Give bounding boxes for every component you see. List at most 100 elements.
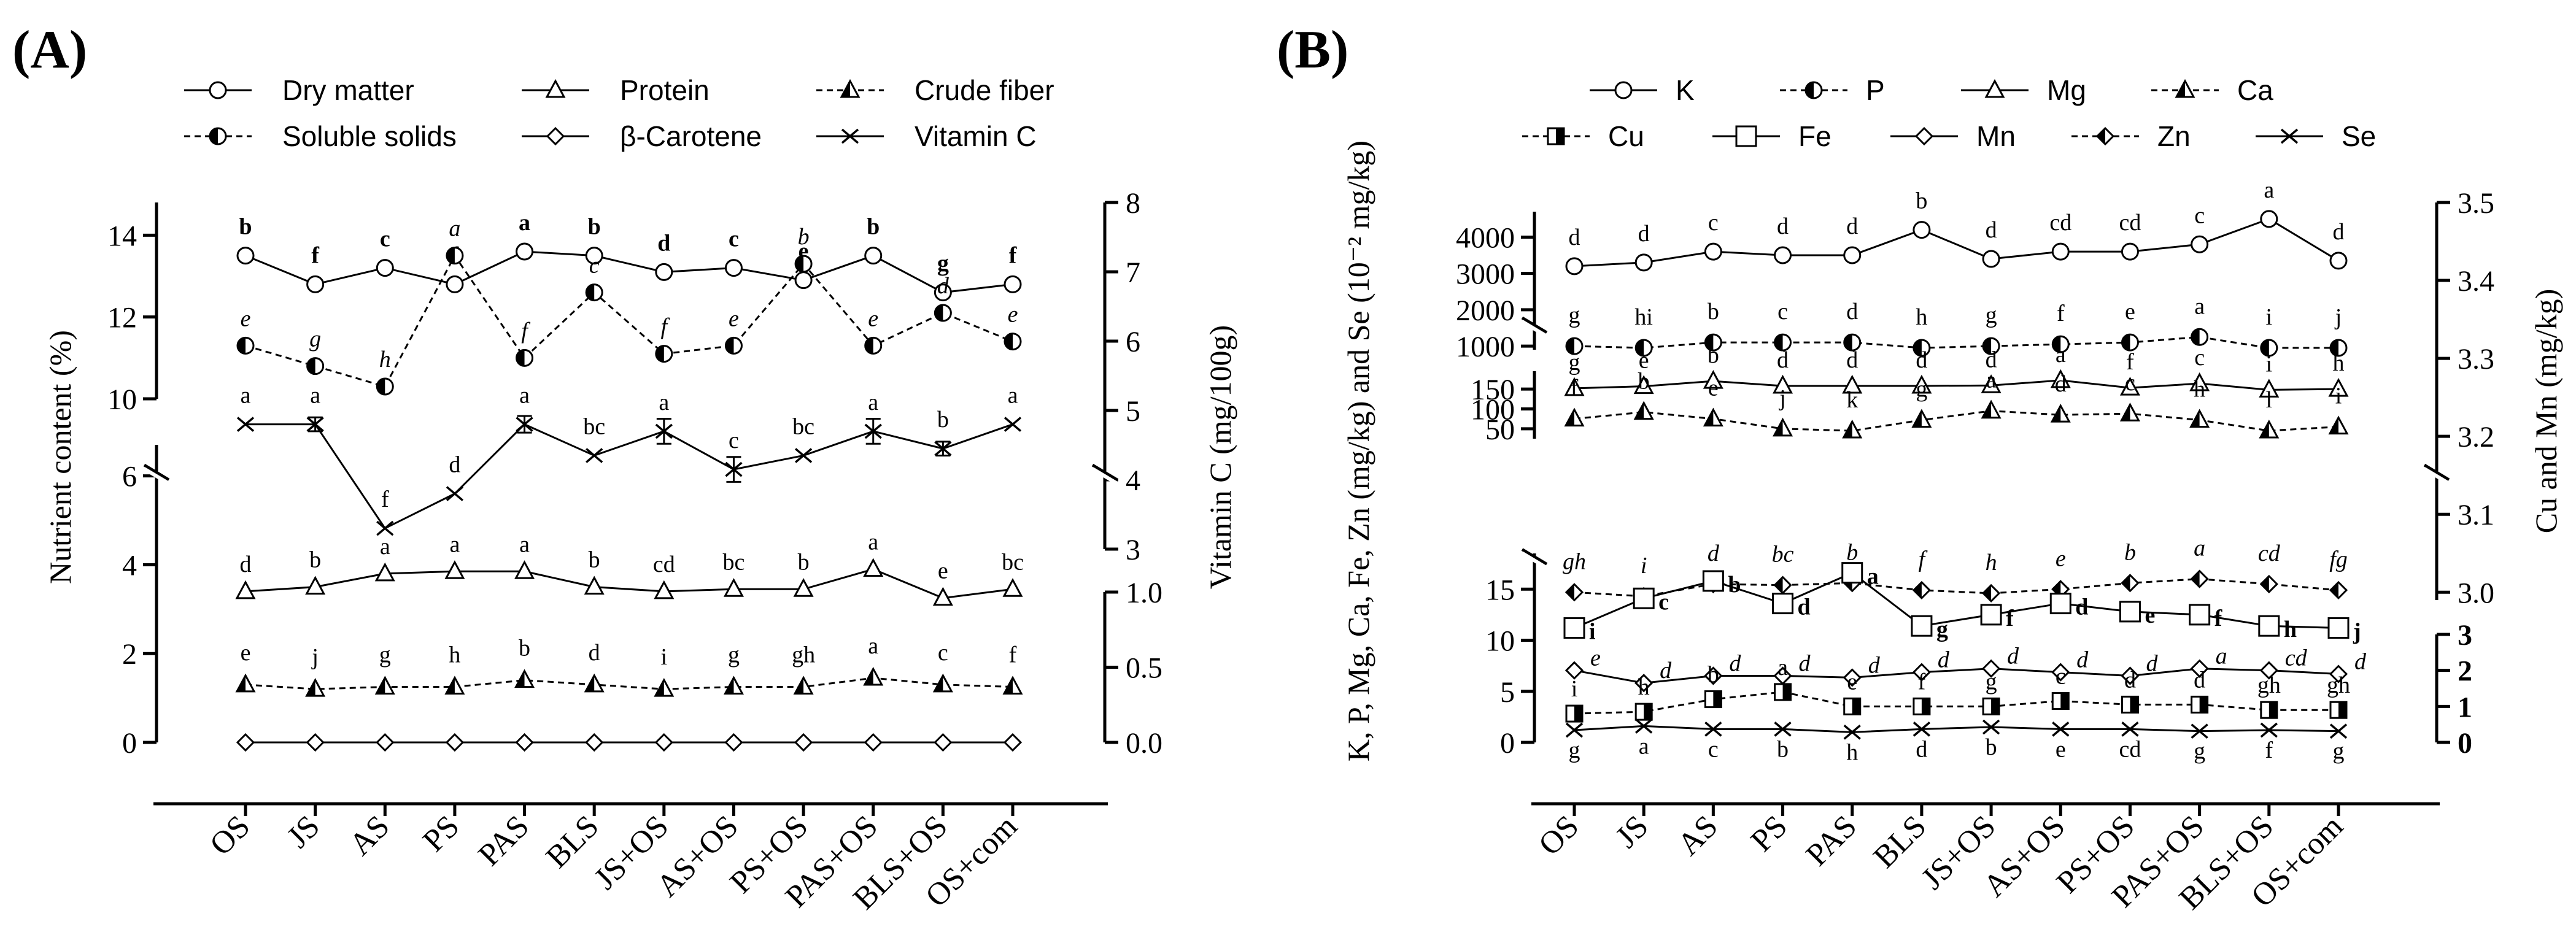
series-line [245,568,1013,599]
data-label: cd [2258,541,2281,566]
marker-fill [934,675,943,691]
data-label: bc [1002,549,1024,575]
data-point [723,676,744,695]
data-label: e [729,306,739,331]
marker-shape [1841,562,1863,584]
marker-fill [1774,334,1783,351]
data-point [306,357,325,375]
data-label: d [1846,214,1858,239]
marker-shape [516,417,533,432]
marker-fill [935,305,943,321]
data-label: i [661,644,668,670]
data-point [446,247,464,265]
marker-shape [2189,372,2210,391]
data-label: c [1708,210,1719,236]
marker-fill [1556,128,1564,144]
data-label: d [1660,658,1672,683]
marker-shape [209,81,227,99]
x-tick-label: PAS [472,809,536,872]
legend-label: P [1866,74,1885,106]
legend-label: Se [2342,120,2376,152]
data-point [2121,666,2140,685]
data-point [2259,574,2278,594]
marker-fill [1644,704,1652,720]
marker-shape [545,79,566,98]
marker-shape [1703,370,1723,389]
data-label: i [1571,676,1578,702]
data-label: b [309,547,321,573]
data-label: a [241,383,251,409]
data-point [1704,242,1722,261]
panel-label: (B) [1277,20,1348,80]
data-label: l [2266,387,2273,413]
marker-shape [306,733,325,752]
data-point [1564,377,1585,396]
data-point [2260,339,2278,357]
marker-fill [864,669,873,685]
data-point [1004,417,1022,432]
marker-fill [1913,410,1922,427]
marker-shape [794,733,813,752]
marker-shape [1633,375,1654,395]
data-point [444,560,465,579]
left-tick-label: 150 [1471,374,1515,406]
data-point [1913,722,1931,737]
data-point [1635,718,1653,734]
data-point [1843,697,1862,715]
marker-fill [377,379,385,395]
marker-shape [446,275,464,293]
data-label: d [1846,347,1858,373]
data-point [863,558,884,577]
data-point [305,576,326,595]
legend-marker [1804,81,1823,99]
data-label: a [2194,536,2205,561]
data-point [1843,246,1862,264]
data-point [1004,333,1022,351]
series-line [1574,725,2339,733]
data-label: g [1986,302,1997,328]
data-point [585,733,604,752]
data-point [724,336,743,355]
data-label: b [1728,572,1741,598]
series-line [1574,668,2339,684]
right-tick-label: 0.5 [1126,652,1162,685]
data-point [2051,692,2070,710]
marker-shape [654,733,673,752]
marker-shape [374,562,395,582]
data-point [2190,659,2209,678]
data-point [306,275,325,293]
data-point [1002,578,1023,597]
legend-item-mg: Mg [1961,74,2086,106]
left-tick-label: 2 [122,638,137,671]
right-tick-label: 1 [2458,691,2472,723]
data-label: d [2007,644,2019,669]
marker-shape [2051,242,2070,261]
data-point [1773,374,1793,394]
data-label: d [1799,650,1811,676]
data-label: g [2333,739,2345,764]
data-label: d [2076,647,2089,673]
marker-shape [2328,377,2349,397]
data-label: c [938,640,948,666]
marker-fill [1921,698,1930,715]
data-label: c [729,428,739,453]
marker-shape [934,283,952,302]
marker-shape [1914,126,1934,146]
marker-fill [586,675,595,691]
marker-shape [1704,722,1722,737]
marker-shape [2259,379,2280,398]
data-point [1634,674,1654,693]
marker-fill [2261,576,2269,592]
marker-shape [376,520,394,536]
data-label: a [519,531,530,557]
data-point [794,271,813,290]
data-label: j [2334,304,2342,330]
data-point [2327,617,2350,639]
legend-item-protein: Protein [522,74,710,106]
series-line [1574,218,2339,268]
data-point [2121,242,2139,261]
data-point [864,336,883,355]
data-point [2259,419,2280,439]
data-label: d [1638,221,1650,247]
data-label: d [2354,649,2367,675]
